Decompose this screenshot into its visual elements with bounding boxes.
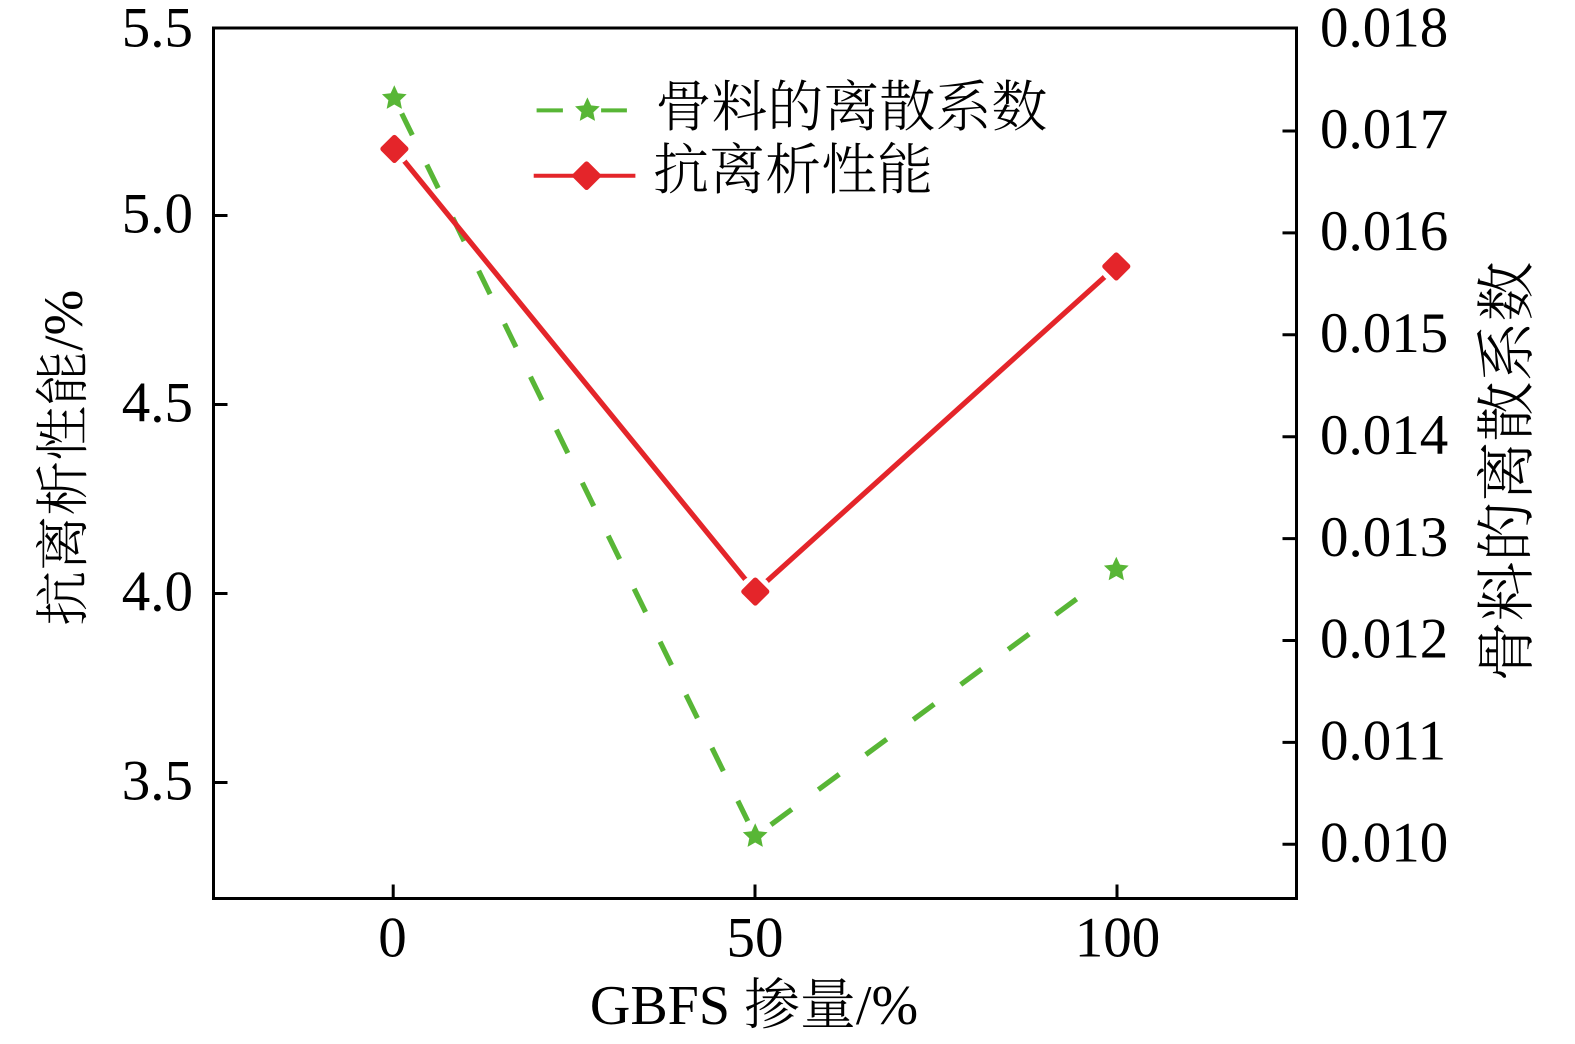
svg-text:0.013: 0.013	[1320, 506, 1448, 569]
svg-text:0: 0	[378, 907, 407, 970]
svg-text:0.012: 0.012	[1320, 608, 1448, 671]
svg-text:0.016: 0.016	[1320, 200, 1448, 263]
svg-text:5.5: 5.5	[122, 0, 193, 60]
svg-text:/%: /%	[856, 975, 918, 1037]
svg-text:0.014: 0.014	[1320, 404, 1448, 467]
svg-text:5.0: 5.0	[122, 183, 193, 246]
svg-text:0.010: 0.010	[1320, 812, 1448, 875]
svg-text:4.0: 4.0	[122, 561, 193, 624]
svg-text:4.5: 4.5	[122, 372, 193, 435]
svg-text:/%: /%	[33, 290, 94, 351]
svg-text:0.011: 0.011	[1320, 710, 1446, 773]
svg-text:0.018: 0.018	[1320, 0, 1448, 60]
svg-text:50: 50	[727, 907, 784, 970]
svg-text:0.015: 0.015	[1320, 302, 1448, 365]
svg-text:3.5: 3.5	[122, 750, 193, 813]
svg-text:GBFS: GBFS	[590, 975, 730, 1037]
svg-text:100: 100	[1075, 907, 1161, 970]
svg-text:0.017: 0.017	[1320, 98, 1448, 161]
